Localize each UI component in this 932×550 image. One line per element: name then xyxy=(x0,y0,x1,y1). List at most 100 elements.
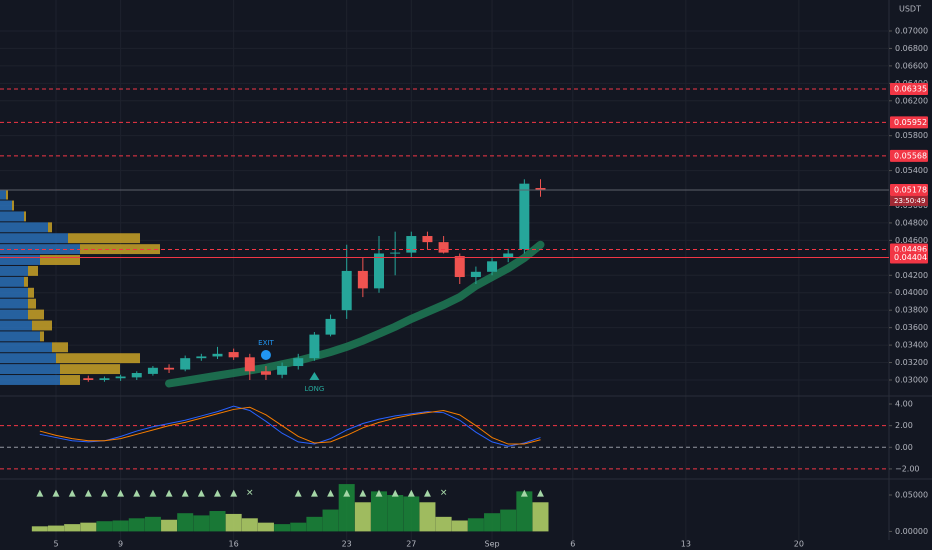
profile-bar xyxy=(0,265,28,276)
profile-bar xyxy=(60,364,120,375)
candle-body xyxy=(341,270,352,311)
signal: ▲ xyxy=(230,489,237,499)
signal: ▲ xyxy=(537,489,544,499)
signal: ▲ xyxy=(327,489,334,499)
volume-bar xyxy=(64,524,81,532)
candle-body xyxy=(83,378,94,380)
signal: ▲ xyxy=(295,489,302,499)
candle-body xyxy=(180,358,191,370)
candle-body xyxy=(470,271,481,278)
volume-bar xyxy=(306,516,323,532)
y-tick-label: 0.06200 xyxy=(895,96,928,105)
profile-bar xyxy=(68,233,140,244)
signal: ▲ xyxy=(198,489,205,499)
profile-bar xyxy=(28,298,36,309)
price-level-label: 0.06335 xyxy=(894,84,927,93)
signal: ✕ xyxy=(246,489,254,499)
candle-body xyxy=(422,236,433,243)
volume-bar xyxy=(451,520,468,532)
volume-bar xyxy=(241,518,258,532)
y-tick-label: 0.07000 xyxy=(895,26,928,35)
price-level-label: 0.05178 xyxy=(894,185,927,194)
profile-bar xyxy=(0,211,24,222)
candle-body xyxy=(487,261,498,272)
signal: ▲ xyxy=(521,489,528,499)
x-tick-label: 23 xyxy=(342,540,352,549)
y-tick-label: 0.05800 xyxy=(895,131,928,140)
profile-bar xyxy=(0,287,28,298)
profile-bar xyxy=(0,222,48,233)
signal: ▲ xyxy=(117,489,124,499)
y-tick-label: 0.05000 xyxy=(895,491,928,500)
volume-bar xyxy=(112,520,129,532)
signal: ▲ xyxy=(408,489,415,499)
profile-bar xyxy=(52,342,68,353)
candle-body xyxy=(115,376,126,379)
ma-band xyxy=(165,240,545,388)
profile-bar xyxy=(0,364,60,375)
candle-body xyxy=(212,353,223,357)
candle-body xyxy=(244,357,255,372)
y-tick-label: 0.00 xyxy=(895,443,913,452)
x-tick-label: 13 xyxy=(681,540,691,549)
y-tick-label: 0.04600 xyxy=(895,236,928,245)
y-tick-label: 2.00 xyxy=(895,421,913,430)
volume-bar xyxy=(354,502,371,532)
x-tick-label: 27 xyxy=(406,540,416,549)
volume-bar xyxy=(177,513,194,532)
signal: ▲ xyxy=(149,489,156,499)
y-tick-label: 0.04000 xyxy=(895,288,928,297)
profile-bar xyxy=(0,309,28,320)
signal: ✕ xyxy=(440,489,448,499)
candle-body xyxy=(374,253,384,289)
signal: ▲ xyxy=(311,489,318,499)
volume-bar xyxy=(419,502,436,532)
y-tick-label: 0.06600 xyxy=(895,61,928,70)
y-tick-label: −2.00 xyxy=(895,464,920,473)
candle-body xyxy=(277,366,288,375)
price-level-box xyxy=(890,82,928,95)
volume-bar xyxy=(338,484,355,532)
candle-body xyxy=(438,242,449,253)
volume-bar xyxy=(161,519,178,532)
candle-body xyxy=(325,318,336,335)
candle-body xyxy=(454,256,465,278)
volume-bar xyxy=(80,522,97,532)
y-tick-label: 0.06800 xyxy=(895,44,928,53)
volume-bar xyxy=(257,522,274,532)
candle-body xyxy=(260,371,271,375)
profile-bar xyxy=(40,255,80,265)
volume-bar xyxy=(387,495,404,532)
signal: ▲ xyxy=(101,489,108,499)
profile-bar xyxy=(24,211,26,222)
profile-bar xyxy=(28,265,38,276)
profile-bar xyxy=(0,375,60,385)
volume-bar xyxy=(467,518,484,532)
candle-body xyxy=(99,378,110,380)
profile-bar xyxy=(40,331,44,342)
volume-bar xyxy=(48,525,64,532)
osc-line xyxy=(39,405,541,447)
volume-bar xyxy=(193,515,210,532)
candle-body xyxy=(293,358,304,367)
candle-body xyxy=(131,373,142,378)
signal: ▲ xyxy=(424,489,431,499)
volume-bar xyxy=(128,518,145,532)
y-tick-label: 0.05400 xyxy=(895,166,928,175)
countdown-box xyxy=(890,195,928,206)
volume-bar xyxy=(290,522,307,532)
y-tick-label: 0.03800 xyxy=(895,306,928,315)
signal: ▲ xyxy=(343,489,350,499)
volume-bar xyxy=(31,526,48,532)
profile-bar xyxy=(0,233,68,244)
volume-bar xyxy=(96,521,113,532)
y-tick-label: 0.00000 xyxy=(895,527,928,536)
exit-marker xyxy=(260,350,271,360)
profile-bar xyxy=(56,353,140,364)
long-label: LONG xyxy=(304,385,324,393)
signal: ▲ xyxy=(376,489,383,499)
y-tick-label: 4.00 xyxy=(895,400,913,409)
volume-bar xyxy=(516,491,533,532)
volume-bar xyxy=(435,516,452,532)
profile-bar xyxy=(0,331,40,342)
